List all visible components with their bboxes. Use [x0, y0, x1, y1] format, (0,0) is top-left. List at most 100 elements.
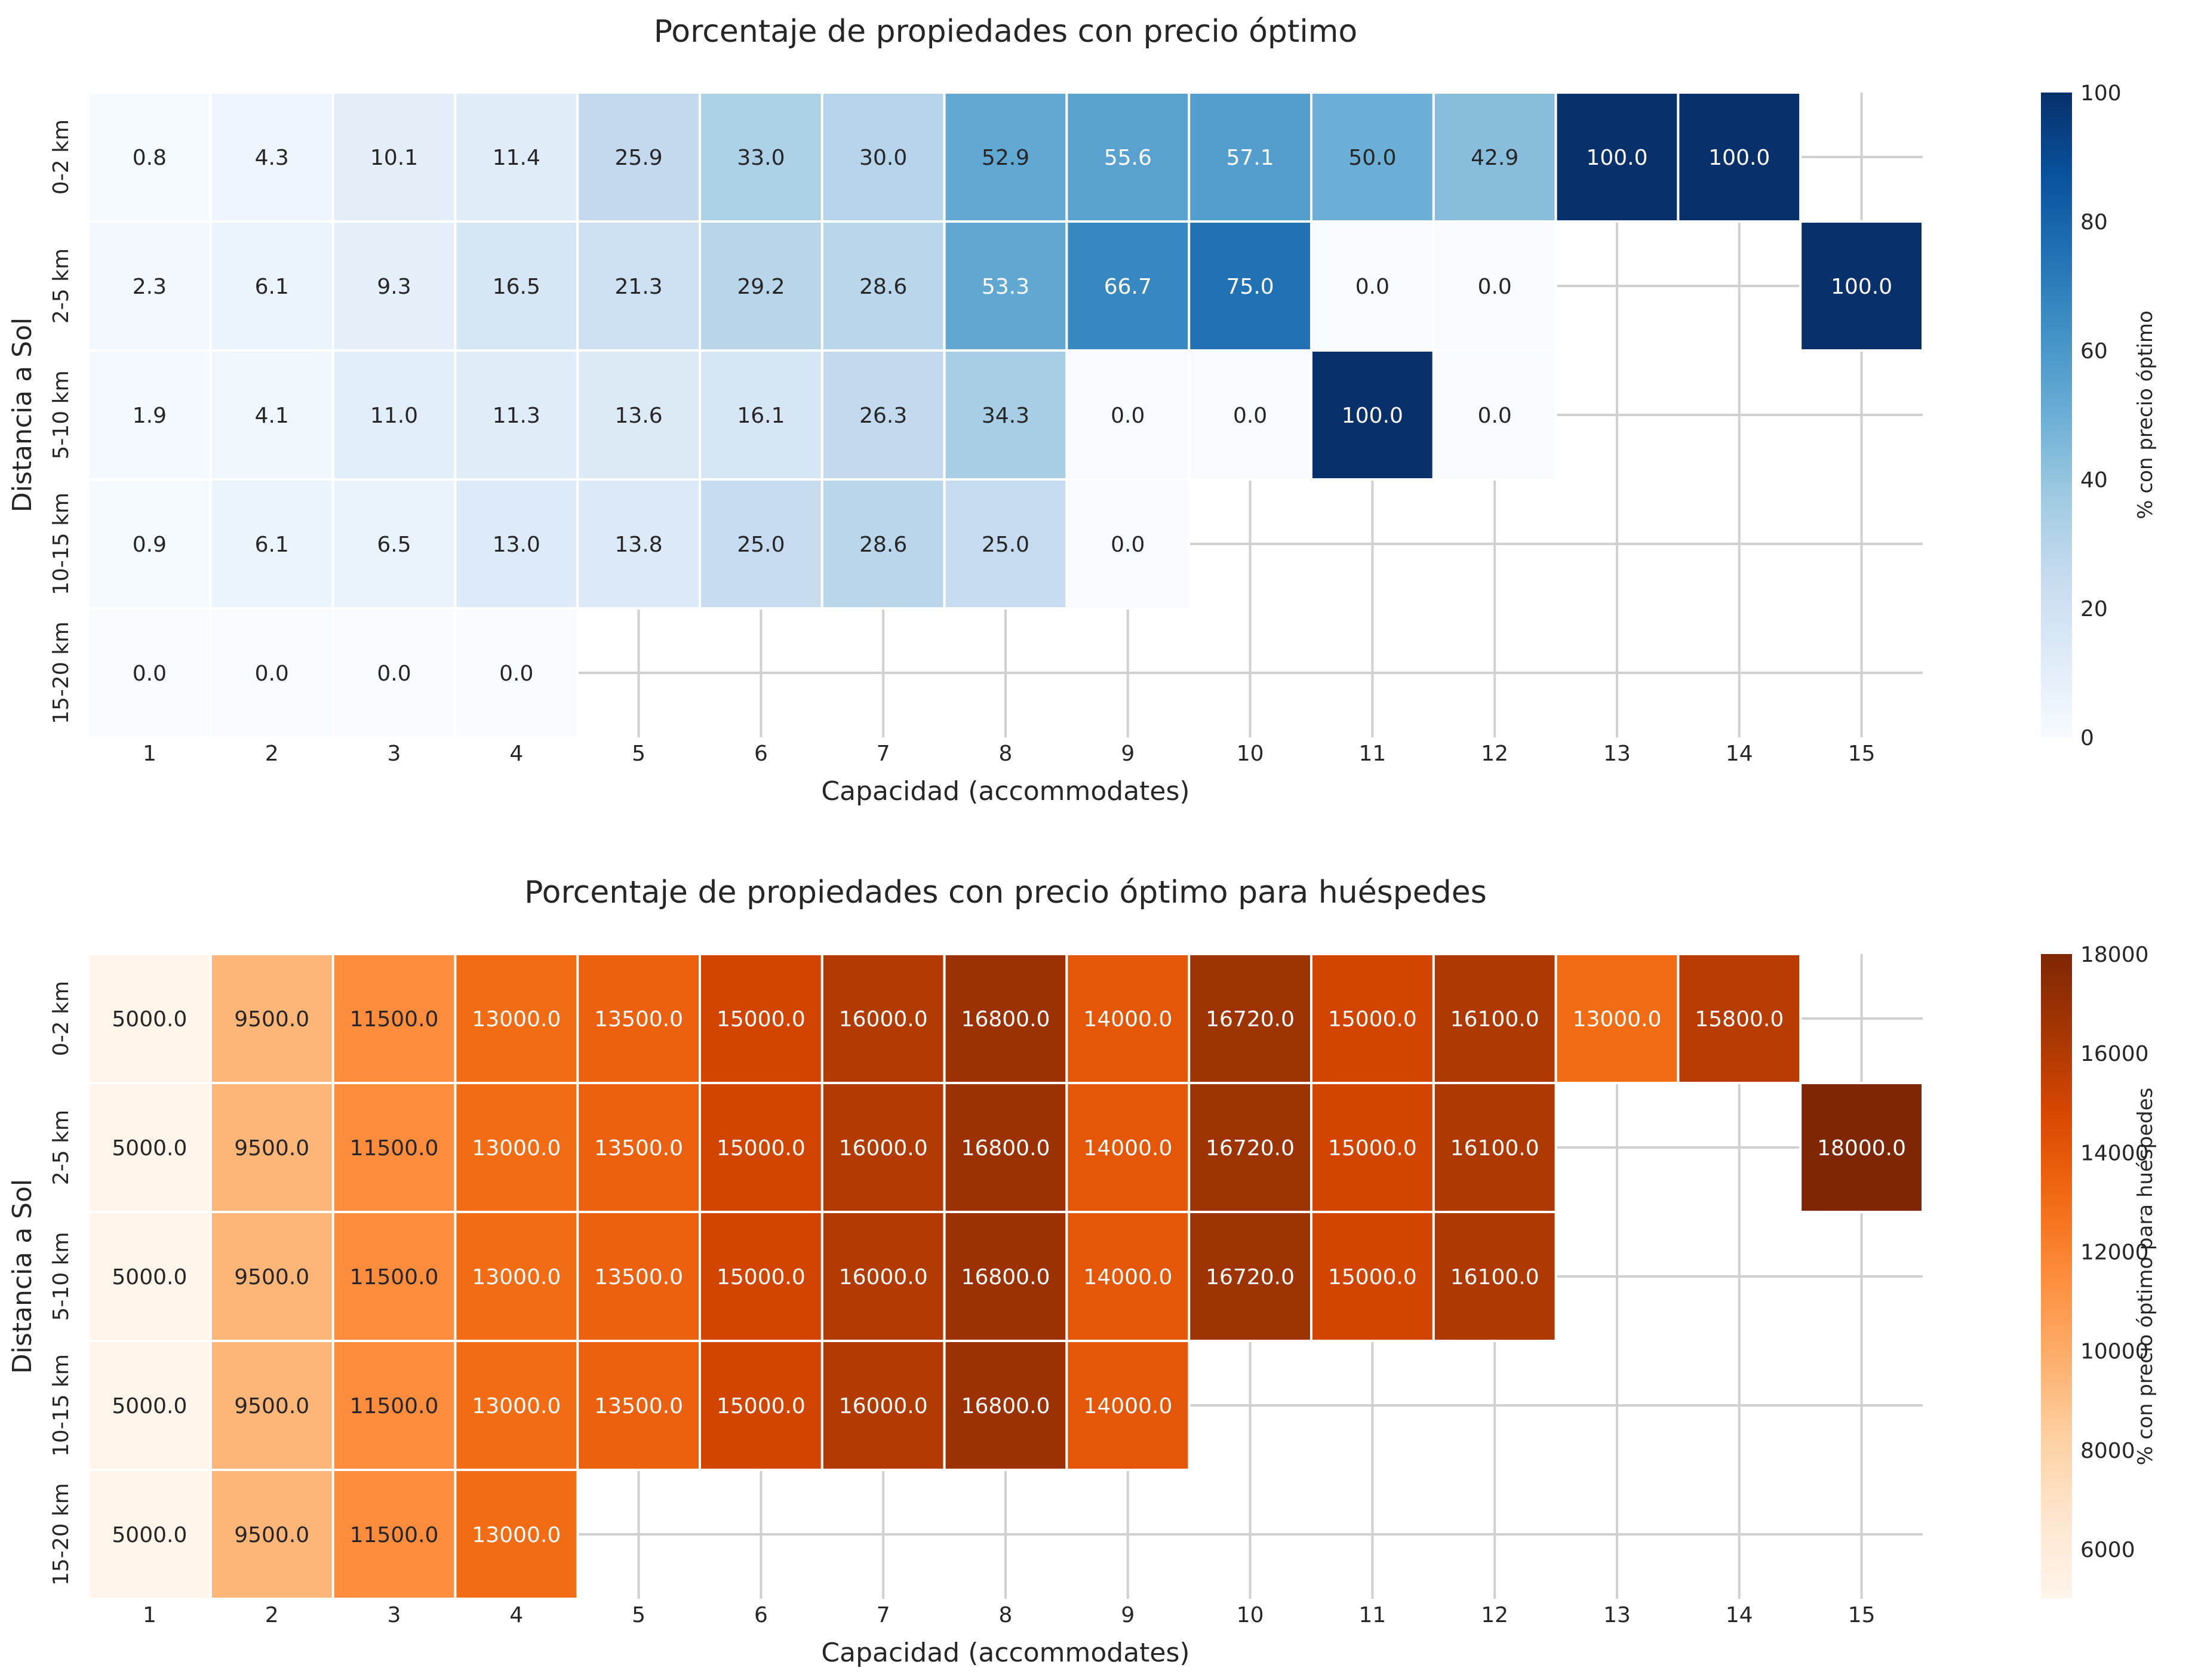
cell-value-label: 16100.0 [1450, 1136, 1539, 1161]
x-tick-label: 12 [1481, 741, 1508, 766]
y-tick-label: 10-15 km [49, 493, 73, 595]
heatmap-cell [87, 478, 212, 610]
heatmap-cell [1065, 478, 1191, 610]
heatmap-cell [331, 1211, 457, 1342]
x-tick-label: 9 [1121, 1603, 1135, 1627]
y-axis-label: Distancia a Sol [7, 1179, 38, 1374]
cell-value-label: 16800.0 [961, 1265, 1050, 1290]
cell-value-label: 9500.0 [234, 1265, 309, 1290]
heatmap-cell [1432, 1082, 1557, 1213]
heatmap-cell [87, 607, 212, 739]
heatmap-cell [1065, 91, 1191, 223]
cell-value-label: 5000.0 [112, 1265, 187, 1290]
x-axis-label: Capacidad (accommodates) [821, 776, 1189, 807]
heatmap-cell [943, 953, 1068, 1084]
heatmap-cell [699, 1211, 823, 1342]
x-tick-label: 14 [1726, 741, 1753, 766]
heatmap-cell [1799, 220, 1924, 352]
cell-value-label: 29.2 [737, 275, 785, 299]
cell-value-label: 15800.0 [1695, 1007, 1784, 1032]
cell-value-label: 4.1 [255, 404, 289, 428]
colorbar: 6000 8000 10000 12000 14000 16000 18000 % con p… [2041, 943, 2157, 1599]
cell-value-label: 16720.0 [1206, 1136, 1295, 1161]
cell-value-label: 16000.0 [839, 1265, 928, 1290]
heatmap-cell [820, 478, 946, 610]
cell-value-label: 16000.0 [839, 1007, 928, 1032]
cell-value-label: 13000.0 [472, 1007, 561, 1032]
colorbar: 0 20 40 60 80 100 % con precio óptimo [2041, 81, 2157, 750]
heatmap-cell [1554, 953, 1680, 1084]
heatmap-cell [331, 220, 457, 352]
x-tick-label: 4 [509, 1603, 523, 1627]
colorbar-tick-label: 18000 [2080, 943, 2149, 967]
cell-value-label: 9500.0 [234, 1136, 309, 1161]
cell-value-label: 28.6 [859, 533, 907, 557]
heatmap-cell [820, 1082, 946, 1213]
cell-value-label: 0.0 [499, 661, 533, 686]
cell-value-label: 30.0 [859, 146, 907, 170]
cell-value-label: 53.3 [982, 275, 1029, 299]
heatmap-cell [943, 1082, 1068, 1213]
heatmap-cell [699, 349, 823, 481]
y-tick-label: 10-15 km [49, 1354, 73, 1457]
heatmap-cell [820, 1340, 946, 1471]
x-tick-label: 6 [754, 741, 768, 766]
cell-value-label: 11500.0 [350, 1394, 439, 1419]
cell-value-label: 16720.0 [1206, 1007, 1295, 1032]
heatmap-cell [1677, 953, 1802, 1084]
heatmap-cell [1432, 349, 1557, 481]
heatmap-cell [1432, 953, 1557, 1084]
x-tick-label: 10 [1237, 1603, 1264, 1627]
cell-value-label: 15000.0 [1328, 1007, 1417, 1032]
x-tick-label: 14 [1726, 1603, 1753, 1627]
cell-value-label: 4.3 [255, 146, 289, 170]
y-tick-label: 5-10 km [49, 1232, 73, 1321]
cell-value-label: 15000.0 [717, 1007, 806, 1032]
cell-value-label: 9500.0 [234, 1007, 309, 1032]
heatmap-cell [209, 220, 334, 352]
cell-value-label: 100.0 [1586, 146, 1647, 170]
heatmap-cell [1188, 953, 1312, 1084]
heatmap-cell [1065, 349, 1191, 481]
cell-value-label: 11500.0 [350, 1007, 439, 1032]
heatmap-cell [331, 607, 457, 739]
cell-value-label: 16100.0 [1450, 1007, 1539, 1032]
heatmap-cell [820, 91, 946, 223]
heatmap-cell [454, 607, 579, 739]
x-tick-label: 1 [143, 741, 156, 766]
y-tick-label: 15-20 km [49, 1483, 73, 1586]
colorbar-gradient [2041, 93, 2072, 737]
cell-value-label: 13000.0 [472, 1136, 561, 1161]
cell-value-label: 13000.0 [1573, 1007, 1662, 1032]
y-axis-ticks: 0-2 km 2-5 km 5-10 km 10-15 km 15-20 km [49, 119, 73, 724]
heatmap-cell [1188, 349, 1312, 481]
cell-value-label: 16000.0 [839, 1394, 928, 1419]
cell-value-label: 75.0 [1226, 275, 1274, 299]
cell-value-label: 21.3 [615, 275, 663, 299]
x-tick-label: 5 [632, 741, 645, 766]
y-tick-label: 2-5 km [49, 1110, 73, 1185]
cell-value-label: 0.0 [1233, 404, 1267, 428]
cell-value-label: 15000.0 [1328, 1136, 1417, 1161]
heatmap-cell [1188, 220, 1312, 352]
heatmap-cell [576, 953, 702, 1084]
colorbar-tick-label: 100 [2080, 81, 2122, 106]
cell-value-label: 33.0 [737, 146, 785, 170]
x-tick-label: 7 [877, 741, 890, 766]
cell-value-label: 16800.0 [961, 1394, 1050, 1419]
heatmap-cells: 0.8 4.3 10.1 11.4 25.9 33.0 30.0 52.9 55.6 57.1 50… [87, 91, 1924, 739]
cell-value-label: 11.0 [370, 404, 418, 428]
heatmap-chart-2: Porcentaje de propiedades con precio ópt… [7, 875, 2157, 1668]
heatmap-cell [1432, 1211, 1557, 1342]
cell-value-label: 50.0 [1348, 146, 1396, 170]
y-axis-label: Distancia a Sol [7, 318, 38, 513]
y-tick-label: 2-5 km [49, 248, 73, 324]
x-tick-label: 9 [1121, 741, 1135, 766]
heatmap-cells: 5000.0 9500.0 11500.0 13000.0 13500.0 15000.0… [87, 953, 1924, 1600]
x-tick-label: 2 [265, 741, 279, 766]
cell-value-label: 16720.0 [1206, 1265, 1295, 1290]
cell-value-label: 42.9 [1471, 146, 1518, 170]
cell-value-label: 5000.0 [112, 1394, 187, 1419]
cell-value-label: 13.8 [615, 533, 663, 557]
